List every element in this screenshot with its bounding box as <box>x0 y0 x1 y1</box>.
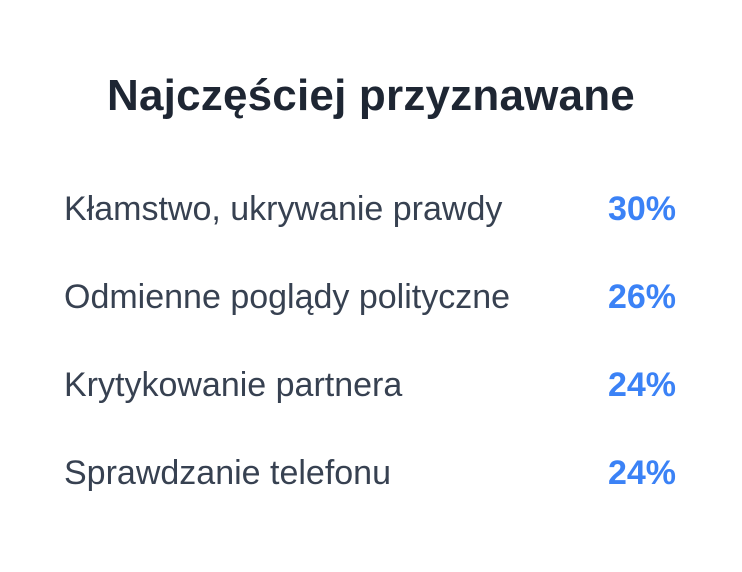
list-item: Krytykowanie partnera 24% <box>64 362 676 408</box>
stats-list: Kłamstwo, ukrywanie prawdy 30% Odmienne … <box>64 186 676 538</box>
item-label: Krytykowanie partnera <box>64 366 403 404</box>
item-label: Sprawdzanie telefonu <box>64 454 392 492</box>
list-item: Sprawdzanie telefonu 24% <box>64 450 676 496</box>
item-percentage: 30% <box>607 190 676 228</box>
item-percentage: 26% <box>607 278 676 316</box>
item-percentage: 24% <box>607 454 676 492</box>
item-percentage: 24% <box>607 366 676 404</box>
list-item: Kłamstwo, ukrywanie prawdy 30% <box>64 186 676 232</box>
list-item: Odmienne poglądy polityczne 26% <box>64 274 676 320</box>
item-label: Kłamstwo, ukrywanie prawdy <box>64 190 503 228</box>
item-label: Odmienne poglądy polityczne <box>64 278 511 316</box>
card-title: Najczęściej przyznawane <box>107 71 635 120</box>
